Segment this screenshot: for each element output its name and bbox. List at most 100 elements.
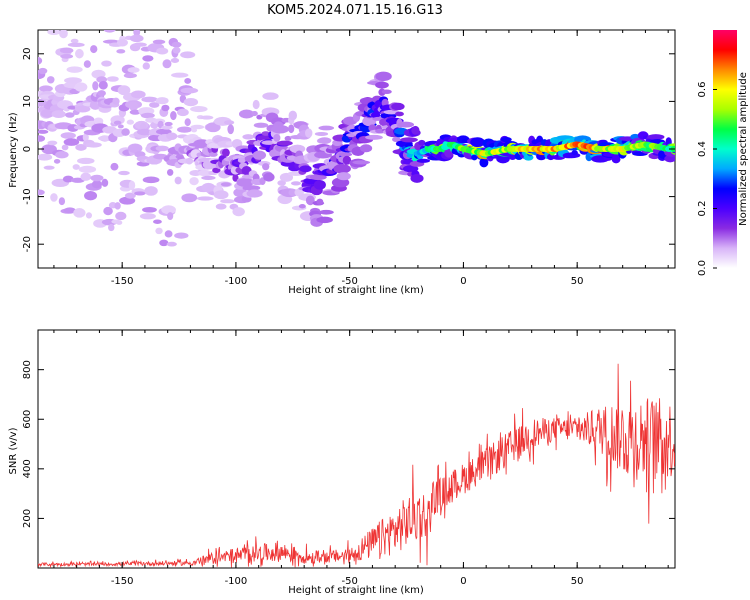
spectrogram-cell [171,41,182,48]
spectrogram-cell [72,164,80,170]
spectrogram-cell [313,179,326,190]
spectrogram-cell [38,153,53,161]
spectrogram-cell [316,216,333,224]
y-tick-label: 20 [22,47,33,60]
spectrogram-cell [134,191,146,196]
spectrogram-cell [184,118,191,127]
spectrogram-cell [38,135,46,142]
spectrogram-cell [116,49,126,54]
spectrogram-cell [101,178,109,187]
spectrogram-cell [63,207,76,214]
x-tick-label: 0 [460,276,466,287]
snr-panel: -150 -100 -50 0 50 200 400 600 800 Height of st… [8,329,676,596]
spectrogram-cell [90,174,104,182]
spectrogram-cell [205,122,221,133]
snr-y-label: SNR (v/v) [8,427,19,474]
spectrogram-cell [59,30,68,39]
spectrogram-cell [63,138,80,146]
spectrogram-cell [60,132,76,139]
spectrogram-cell [365,134,383,140]
spectrogram-cell [62,175,74,183]
spectrogram-cell [232,174,239,182]
spectrogram-cell [80,172,92,181]
y-tick-label: 600 [22,410,33,429]
spectrogram-cell [232,207,245,217]
spectrogram-cell [381,89,392,94]
spectrogram-cell [53,158,61,164]
spectrogram-cell [375,81,389,89]
spectrogram-cell [208,152,218,157]
spectrogram-cell [397,121,415,128]
spectrogram-cell [395,111,404,117]
spectrogram-cell [117,85,131,96]
spectrogram-cell [284,135,292,142]
spectrogram-cell [305,128,313,138]
spectrogram-cell [288,110,298,121]
spectrogram-cell [97,90,106,97]
spectrogram-cell [129,34,144,43]
spectrogram-cell [252,150,267,160]
spectrogram-cell [132,42,147,47]
spectrogram-cell [152,39,166,45]
spectrogram-cell [39,85,53,92]
spectrogram-cell [391,102,405,111]
spectrogram-cell [212,167,221,174]
spectrogram-cell [171,72,189,78]
spectrogram-cell [159,239,169,247]
spectrogram-cell [170,111,177,121]
x-tick-label: -150 [111,576,134,587]
spectrogram-cell [153,219,162,224]
spectrogram-cell [271,124,289,134]
spectrogram-cell [200,115,214,120]
spectrogram-cell [166,168,174,176]
spectrogram-cell [647,134,665,140]
colorbar-tick-label: 0.6 [697,82,708,98]
spectrogram-cell [318,209,334,215]
spectrogram-cell [55,19,66,25]
spectrogram-cell [342,155,352,165]
spectrogram-cell [142,62,150,70]
spectrogram-cell [112,97,120,105]
spectrogram-cell [60,54,74,59]
spectrogram-cell [78,165,97,173]
spectrogram-cell [261,131,270,136]
spectrogram-cell [400,137,418,143]
spectrogram-cell [174,176,182,185]
spectrogram-cell [252,99,260,110]
spectrogram-cell [129,109,141,115]
spectrogram-cell [289,144,306,154]
y-tick-label: -10 [22,188,33,204]
spectrogram-cell [227,124,234,135]
spectrogram-cell [471,154,478,161]
spectrogram-cell [84,191,98,201]
spectrogram-cell [98,80,108,90]
y-tick-label: 0 [22,146,33,152]
spectrogram-cell [262,163,270,171]
spectrogram-cell [479,157,489,168]
spectrogram-cell [155,145,169,152]
spectrogram-cell [402,165,419,173]
spectrogram-cell [222,148,230,157]
spectrogram-cell [500,136,512,143]
snr-y-ticks: 200 400 600 800 [22,360,675,528]
x-tick-label: -50 [342,276,358,287]
spectrogram-cell [70,38,79,44]
spectrogram-cell [196,196,214,201]
spectrogram-cell [611,155,621,164]
spectrogram-cell [117,124,124,129]
spectrogram-cell [392,136,401,143]
spectrogram-cell [141,96,158,103]
spectrogram-cell [85,142,102,148]
spectrogram-cell [317,137,332,145]
spectrogram-cell [201,175,216,181]
x-tick-label: 0 [460,576,466,587]
spectrogram-cell [43,165,55,170]
spectrogram-cell [75,48,84,59]
spectrogram-x-ticks: -150 -100 -50 0 50 [53,30,669,287]
colorbar-tick-label: 0.0 [697,260,708,276]
spectrogram-cell [305,195,315,206]
spectrogram-cell [73,208,86,218]
spectrogram-cell [164,230,173,238]
spectrogram-cell [116,38,128,47]
